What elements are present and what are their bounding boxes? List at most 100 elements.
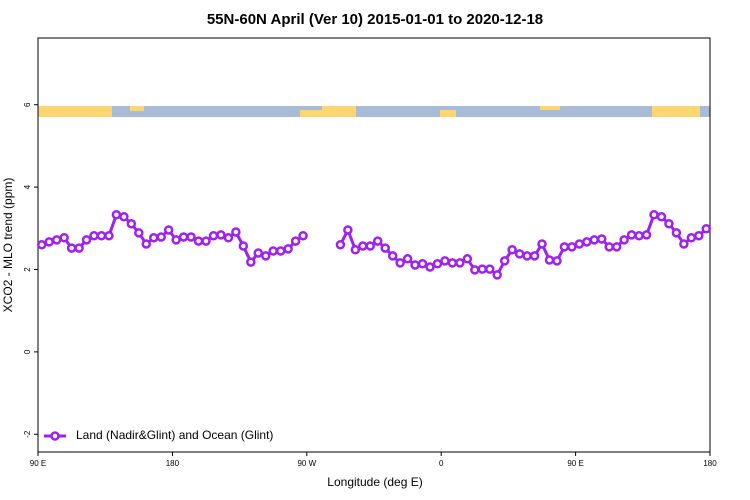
x-tick-label: 90 E: [30, 459, 46, 468]
point: [298, 230, 308, 241]
point: [156, 232, 166, 242]
point: [148, 233, 159, 243]
legend: Land (Nadir&Glint) and Ocean (Glint): [44, 428, 273, 442]
point: [111, 209, 122, 220]
point: [537, 239, 547, 249]
point: [499, 256, 510, 266]
point: [589, 235, 600, 245]
point: [649, 209, 659, 220]
x-tick-label: 90 W: [297, 459, 316, 468]
point: [679, 239, 689, 249]
point: [671, 228, 682, 238]
point: [410, 260, 420, 270]
point: [582, 237, 592, 247]
series: [36, 209, 712, 280]
point: [455, 258, 465, 268]
point: [66, 243, 77, 253]
chart-title: 55N-60N April (Ver 10) 2015-01-01 to 202…: [207, 11, 543, 28]
point: [275, 246, 286, 256]
point: [223, 233, 234, 243]
point: [96, 230, 107, 241]
point: [664, 219, 674, 229]
x-tick-label: 0: [439, 459, 444, 468]
y-tick-label: 2: [23, 267, 32, 272]
point: [522, 251, 532, 261]
point: [559, 242, 570, 252]
point: [343, 225, 353, 235]
point: [283, 244, 293, 254]
point: [238, 241, 249, 251]
point: [119, 212, 129, 222]
point: [290, 236, 301, 246]
point: [701, 223, 712, 234]
point: [59, 233, 69, 243]
point: [507, 244, 517, 255]
point: [596, 234, 607, 244]
point: [246, 257, 256, 267]
y-tick-label: 4: [23, 184, 32, 189]
point: [447, 258, 458, 268]
y-tick-label: 0: [23, 349, 32, 354]
point: [380, 243, 390, 253]
point: [216, 230, 226, 240]
point: [193, 236, 204, 246]
point: [425, 262, 435, 272]
point: [417, 258, 428, 269]
map-strip: [38, 106, 710, 117]
x-tick-label: 180: [703, 459, 717, 468]
point: [626, 230, 637, 240]
point: [567, 242, 577, 252]
point: [656, 212, 667, 222]
point: [395, 258, 405, 268]
point: [641, 230, 652, 240]
point: [163, 225, 174, 235]
x-tick-label: 90 E: [567, 459, 583, 468]
point: [268, 246, 278, 256]
point: [402, 254, 413, 264]
point: [470, 265, 480, 275]
point: [477, 264, 488, 274]
point: [350, 244, 361, 255]
point: [44, 237, 54, 247]
point: [529, 251, 540, 261]
point: [186, 232, 196, 242]
point: [126, 219, 137, 229]
point: [36, 240, 47, 250]
point: [694, 230, 704, 241]
point: [634, 230, 644, 241]
point: [201, 236, 211, 246]
point: [484, 264, 495, 274]
x-axis-label: Longitude (deg E): [327, 475, 422, 489]
point: [208, 230, 219, 241]
point: [74, 243, 84, 253]
point: [492, 270, 502, 280]
point: [253, 248, 264, 258]
legend-marker: [50, 431, 60, 441]
point: [365, 241, 376, 251]
point: [260, 251, 271, 261]
point: [134, 228, 144, 238]
point: [514, 249, 525, 259]
point: [171, 235, 181, 245]
point: [686, 233, 697, 243]
point: [574, 239, 585, 249]
point: [619, 235, 629, 245]
y-axis-label: XCO2 - MLO trend (ppm): [1, 178, 15, 313]
point: [335, 240, 346, 250]
y-tick-label: -2: [23, 430, 32, 438]
point: [358, 241, 368, 251]
x-tick-label: 180: [166, 459, 180, 468]
point: [440, 256, 450, 266]
point: [81, 235, 92, 245]
point: [178, 232, 189, 242]
point: [51, 235, 62, 245]
point: [387, 251, 398, 261]
point: [604, 242, 614, 252]
point: [611, 242, 622, 252]
point: [89, 230, 99, 241]
point: [544, 255, 555, 265]
legend-label: Land (Nadir&Glint) and Ocean (Glint): [76, 428, 273, 442]
point: [141, 239, 152, 249]
point: [104, 230, 114, 241]
